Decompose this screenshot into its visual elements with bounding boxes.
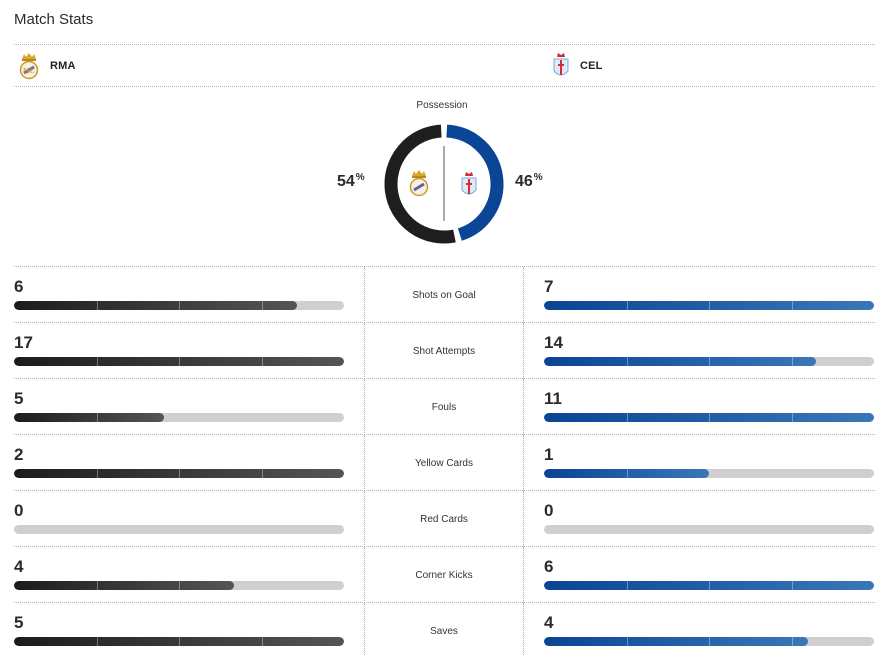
home-possession-arc [384,124,456,244]
teams-header: MC RMA CEL [14,44,875,87]
away-team[interactable]: CEL [552,45,603,87]
stat-label: Corner Kicks [364,547,524,603]
home-stat-bar [14,357,344,366]
away-stat-fill [544,469,709,478]
away-stat-fill [544,581,874,590]
stat-label: Shots on Goal [364,267,524,323]
away-stat-value: 11 [544,389,562,408]
away-stat-bar [544,469,874,478]
home-team-abbr: RMA [50,60,76,72]
away-possession-value: 46% [515,172,543,190]
home-possession-value: 54% [337,172,365,190]
away-stat-fill [544,413,874,422]
away-possession-arc [446,124,504,241]
stats-table: 6 Shots on Goal 7 17 Shot Attempts 14 5 Fouls 11… [14,266,875,655]
away-stat-value: 0 [544,501,554,520]
real-madrid-crest-icon [409,170,429,197]
home-stat-bar [14,581,344,590]
home-stat-fill [14,357,344,366]
svg-text:MC: MC [23,67,35,75]
away-stat-value: 1 [544,445,554,464]
stat-row-saves: 5 Saves 4 [14,602,875,655]
home-team[interactable]: MC RMA [18,45,76,87]
away-stat-bar [544,413,874,422]
page-title: Match Stats [14,11,94,28]
away-team-abbr: CEL [580,60,603,72]
stat-row-fouls: 5 Fouls 11 [14,378,875,435]
home-stat-bar [14,301,344,310]
real-madrid-crest-icon: MC [19,53,39,80]
home-stat-value: 5 [14,389,24,408]
home-stat-fill [14,413,165,422]
away-stat-bar [544,581,874,590]
stat-label: Red Cards [364,491,524,547]
home-stat-value: 0 [14,501,24,520]
home-stat-fill [14,581,235,590]
stat-label: Saves [364,603,524,655]
away-stat-bar [544,525,874,534]
away-stat-bar [544,301,874,310]
stat-row-corner-kicks: 4 Corner Kicks 6 [14,546,875,603]
home-stat-value: 4 [14,557,24,576]
away-stat-value: 4 [544,613,554,632]
home-stat-fill [14,637,344,646]
stat-label: Fouls [364,379,524,435]
home-stat-bar [14,637,344,646]
away-stat-bar [544,357,874,366]
away-stat-value: 6 [544,557,554,576]
stat-row-red-cards: 0 Red Cards 0 [14,490,875,547]
home-stat-fill [14,469,344,478]
stat-label: Yellow Cards [364,435,524,491]
possession-label: Possession [416,100,468,111]
celta-vigo-crest-icon [461,172,477,195]
celta-vigo-crest-icon [553,53,569,76]
away-stat-fill [544,637,808,646]
home-stat-bar [14,469,344,478]
stat-row-yellow-cards: 2 Yellow Cards 1 [14,434,875,491]
home-stat-value: 6 [14,277,24,296]
away-stat-value: 14 [544,333,563,352]
away-stat-fill [544,301,874,310]
stat-label: Shot Attempts [364,323,524,379]
away-stat-value: 7 [544,277,554,296]
away-stat-bar [544,637,874,646]
home-stat-value: 5 [14,613,24,632]
home-stat-bar [14,525,344,534]
stat-row-shots-on-goal: 6 Shots on Goal 7 [14,266,875,323]
home-stat-fill [14,301,297,310]
home-stat-bar [14,413,344,422]
stat-row-shot-attempts: 17 Shot Attempts 14 [14,322,875,379]
home-stat-value: 2 [14,445,24,464]
away-stat-fill [544,357,816,366]
possession-donut [384,124,504,244]
home-stat-value: 17 [14,333,33,352]
